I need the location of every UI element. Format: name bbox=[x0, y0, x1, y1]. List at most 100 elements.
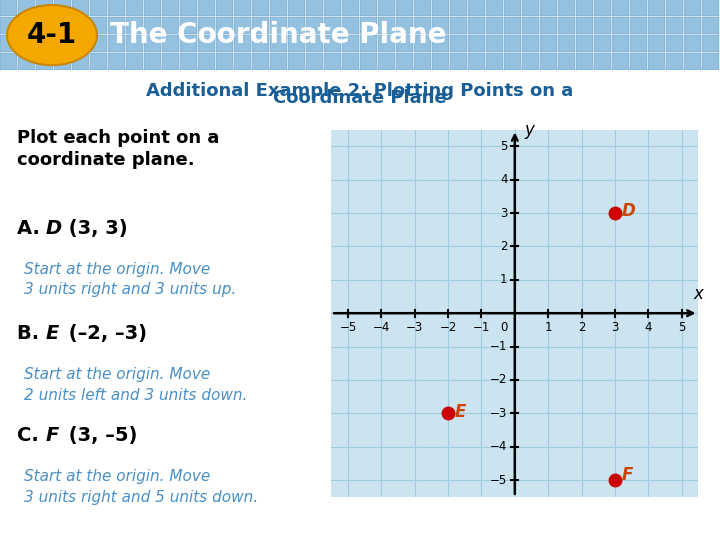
Bar bbox=[234, 17, 251, 34]
Bar bbox=[0, 17, 17, 34]
Bar bbox=[414, 0, 431, 16]
Bar bbox=[504, 0, 521, 16]
Text: 1: 1 bbox=[544, 321, 552, 334]
Bar bbox=[234, 35, 251, 52]
Bar bbox=[450, 17, 467, 34]
Bar bbox=[126, 0, 143, 16]
Bar bbox=[594, 17, 611, 34]
Bar bbox=[270, 53, 287, 70]
Ellipse shape bbox=[7, 5, 97, 65]
Bar bbox=[342, 17, 359, 34]
Text: −4: −4 bbox=[372, 321, 390, 334]
Bar bbox=[648, 35, 665, 52]
Bar bbox=[216, 17, 233, 34]
Bar bbox=[36, 17, 53, 34]
Bar bbox=[324, 17, 341, 34]
Bar bbox=[162, 17, 179, 34]
Text: 4: 4 bbox=[644, 321, 652, 334]
Bar bbox=[486, 17, 503, 34]
Bar bbox=[126, 35, 143, 52]
Text: (3, –5): (3, –5) bbox=[62, 426, 138, 445]
Bar bbox=[558, 35, 575, 52]
Bar bbox=[162, 35, 179, 52]
Bar bbox=[522, 17, 539, 34]
Text: −1: −1 bbox=[490, 340, 508, 353]
Bar bbox=[270, 17, 287, 34]
Bar bbox=[630, 35, 647, 52]
Bar bbox=[468, 0, 485, 16]
Bar bbox=[270, 0, 287, 16]
Bar bbox=[666, 0, 683, 16]
Bar bbox=[252, 0, 269, 16]
Text: −2: −2 bbox=[490, 374, 508, 387]
Text: D: D bbox=[621, 202, 635, 220]
Text: Plot each point on a
coordinate plane.: Plot each point on a coordinate plane. bbox=[17, 129, 220, 170]
Text: y: y bbox=[525, 120, 535, 139]
Bar bbox=[324, 0, 341, 16]
Bar bbox=[702, 53, 719, 70]
Text: B.: B. bbox=[17, 325, 46, 343]
Bar bbox=[378, 17, 395, 34]
Text: 5: 5 bbox=[500, 140, 508, 153]
Bar bbox=[360, 35, 377, 52]
Bar bbox=[648, 53, 665, 70]
Bar bbox=[180, 0, 197, 16]
Bar bbox=[486, 53, 503, 70]
Bar bbox=[324, 53, 341, 70]
Text: 1: 1 bbox=[500, 273, 508, 286]
Bar bbox=[612, 35, 629, 52]
Bar bbox=[324, 35, 341, 52]
Bar bbox=[180, 17, 197, 34]
Bar bbox=[180, 53, 197, 70]
Bar bbox=[0, 35, 17, 52]
Bar bbox=[54, 17, 71, 34]
Bar bbox=[468, 35, 485, 52]
Bar bbox=[216, 0, 233, 16]
Bar bbox=[522, 35, 539, 52]
Text: Copyright © by Holt, Rinehart and Winston. All Rights Reserved.: Copyright © by Holt, Rinehart and Winsto… bbox=[395, 520, 710, 530]
Bar bbox=[432, 53, 449, 70]
Text: −3: −3 bbox=[406, 321, 423, 334]
Bar bbox=[54, 35, 71, 52]
Bar bbox=[144, 35, 161, 52]
Bar bbox=[342, 0, 359, 16]
Text: 2: 2 bbox=[500, 240, 508, 253]
Bar bbox=[90, 53, 107, 70]
Bar bbox=[594, 0, 611, 16]
Bar bbox=[18, 35, 35, 52]
Bar bbox=[378, 53, 395, 70]
Bar bbox=[666, 17, 683, 34]
Bar bbox=[648, 0, 665, 16]
Bar bbox=[72, 53, 89, 70]
Text: −2: −2 bbox=[439, 321, 456, 334]
Bar bbox=[36, 0, 53, 16]
Text: Start at the origin. Move
3 units right and 5 units down.: Start at the origin. Move 3 units right … bbox=[24, 469, 258, 504]
Bar bbox=[72, 0, 89, 16]
Bar bbox=[108, 53, 125, 70]
Bar bbox=[396, 0, 413, 16]
Bar bbox=[18, 53, 35, 70]
Text: −5: −5 bbox=[339, 321, 356, 334]
Bar bbox=[576, 17, 593, 34]
Bar bbox=[198, 17, 215, 34]
Text: 4-1: 4-1 bbox=[27, 21, 77, 49]
Bar bbox=[306, 17, 323, 34]
Text: A.: A. bbox=[17, 219, 47, 238]
Bar bbox=[414, 17, 431, 34]
Bar bbox=[216, 53, 233, 70]
Bar bbox=[306, 35, 323, 52]
Bar bbox=[306, 0, 323, 16]
Bar bbox=[0, 0, 17, 16]
Bar bbox=[126, 53, 143, 70]
Bar bbox=[90, 17, 107, 34]
Bar bbox=[108, 0, 125, 16]
Bar bbox=[36, 35, 53, 52]
Bar bbox=[486, 0, 503, 16]
Bar bbox=[270, 35, 287, 52]
Bar bbox=[558, 0, 575, 16]
Bar bbox=[450, 35, 467, 52]
Text: −4: −4 bbox=[490, 440, 508, 453]
Bar bbox=[594, 35, 611, 52]
Bar bbox=[702, 35, 719, 52]
Bar bbox=[612, 53, 629, 70]
